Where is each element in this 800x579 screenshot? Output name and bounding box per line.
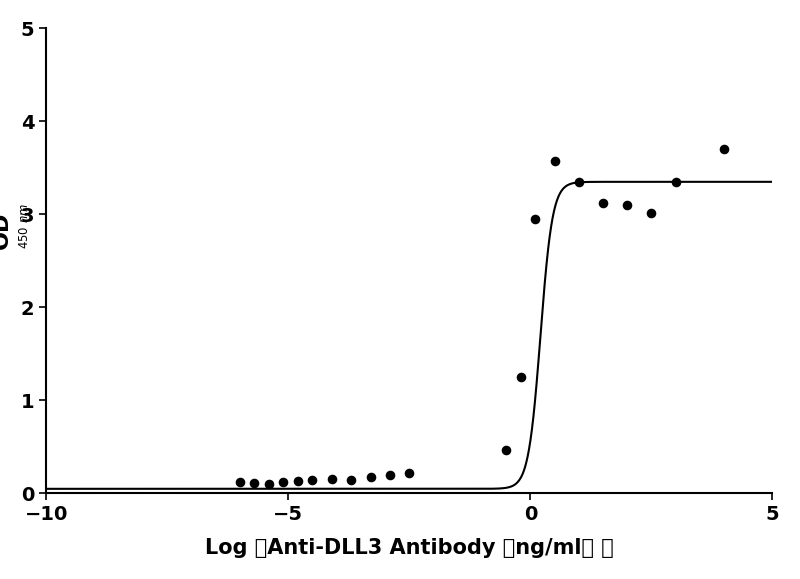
Point [645,209,658,218]
Text: $_{450\ nm}$: $_{450\ nm}$ [14,203,31,250]
Point [248,479,261,488]
Point [326,474,338,483]
Point [306,476,319,485]
Point [514,372,527,382]
Point [669,177,682,186]
Point [529,214,542,223]
Point [718,145,730,154]
Point [234,478,246,487]
Point [262,479,275,489]
Point [572,177,585,186]
Point [277,478,290,487]
Point [621,200,634,210]
Point [500,445,513,455]
Point [597,199,610,208]
Text: OD: OD [0,212,12,250]
Point [291,477,304,486]
Point [364,472,377,481]
Point [345,475,358,484]
X-axis label: Log （Anti-DLL3 Antibody （ng/ml） ）: Log （Anti-DLL3 Antibody （ng/ml） ） [205,538,614,558]
Point [383,470,396,479]
Point [548,157,561,166]
Point [403,468,416,478]
